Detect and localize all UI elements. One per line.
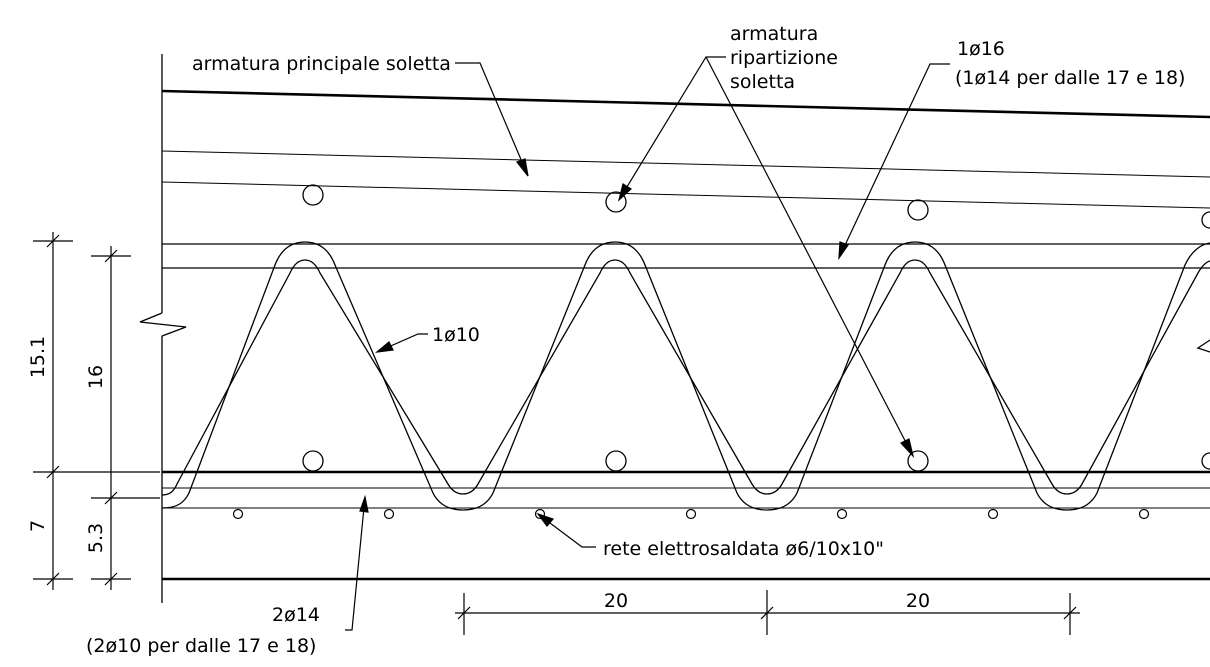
top-bar-section-2 [605, 191, 627, 213]
leader-top-bar [838, 63, 950, 259]
label-distribution-line2: ripartizione [730, 47, 838, 69]
arrowhead [516, 158, 529, 177]
label-bottom-bar-line2: (2ø10 per dalle 17 e 18) [86, 635, 316, 657]
dim-value-inner-bottom: 5.3 [85, 523, 107, 553]
leader-bottom-bar [345, 496, 366, 631]
leader-mesh [537, 513, 596, 548]
dimension-values: 15.1 7 16 5.3 20 20 [27, 336, 930, 612]
dim-value-outer-bottom: 7 [27, 520, 49, 532]
leader-main-reinforcement [455, 62, 529, 177]
slab-outline [139, 54, 1210, 603]
partial-bar-right-top [1201, 211, 1210, 229]
label-top-bar-line2: (1ø14 per dalle 17 e 18) [955, 67, 1185, 89]
dim-value-outer-top: 15.1 [27, 336, 49, 378]
dim-value-spacing-2: 20 [906, 590, 930, 612]
leader-distribution-2 [705, 56, 914, 457]
slab-top-surface [161, 89, 1210, 119]
main-bar-line-upper [161, 150, 1210, 178]
dim-tick [104, 572, 118, 586]
dimension-lines [33, 232, 1080, 635]
truss-bar-outer [161, 241, 1210, 511]
mesh-bar [685, 508, 697, 520]
bottom-bar-section-3 [907, 450, 929, 472]
partial-arrow-right [1196, 339, 1210, 353]
top-bar-section-1 [302, 184, 324, 206]
leaders [345, 56, 950, 631]
dim-tick [760, 606, 774, 620]
mesh-bar [1138, 508, 1150, 520]
mesh-bar [534, 508, 546, 520]
mesh-bar [836, 508, 848, 520]
label-bottom-bar-line1: 2ø14 [272, 604, 320, 626]
dim-value-spacing-1: 20 [604, 590, 628, 612]
dim-tick [104, 491, 118, 505]
partial-bar-right-bottom [1201, 452, 1210, 470]
label-top-bar-line1: 1ø16 [957, 38, 1005, 60]
bottom-bar-section-1 [302, 450, 324, 472]
label-distribution-line3: soletta [730, 71, 795, 93]
top-bar-section-3 [907, 199, 929, 221]
distribution-bars [302, 184, 1210, 472]
dim-tick [46, 234, 60, 248]
break-line-symbol [139, 312, 187, 337]
arrowhead [359, 494, 369, 513]
label-main-reinforcement: armatura principale soletta [192, 53, 451, 75]
label-welded-mesh: rete elettrosaldata ø6/10x10" [603, 538, 884, 560]
label-truss-bar: 1ø10 [432, 324, 480, 346]
bottom-bar-section-2 [605, 450, 627, 472]
leader-distribution-1 [618, 56, 726, 201]
dim-tick [1063, 606, 1077, 620]
dim-value-inner-top: 16 [85, 365, 107, 389]
welded-mesh-bars [232, 508, 1150, 520]
mesh-bar [232, 508, 244, 520]
arrowhead [536, 512, 555, 527]
dim-tick [457, 606, 471, 620]
arrowhead [900, 438, 915, 459]
dim-tick [104, 249, 118, 263]
main-bar-line-lower [161, 181, 1210, 209]
arrowhead [838, 241, 849, 261]
dim-tick [46, 465, 60, 479]
dim-tick [46, 572, 60, 586]
arrowhead [375, 341, 394, 353]
truss-bar-inner [161, 259, 1210, 496]
mesh-bar [987, 508, 999, 520]
mesh-bar [383, 508, 395, 520]
annotation-labels: armatura principale soletta armatura rip… [86, 23, 1185, 657]
arrowhead [617, 183, 632, 202]
truss-zigzag-bar [161, 241, 1210, 511]
label-distribution-line1: armatura [730, 23, 818, 45]
